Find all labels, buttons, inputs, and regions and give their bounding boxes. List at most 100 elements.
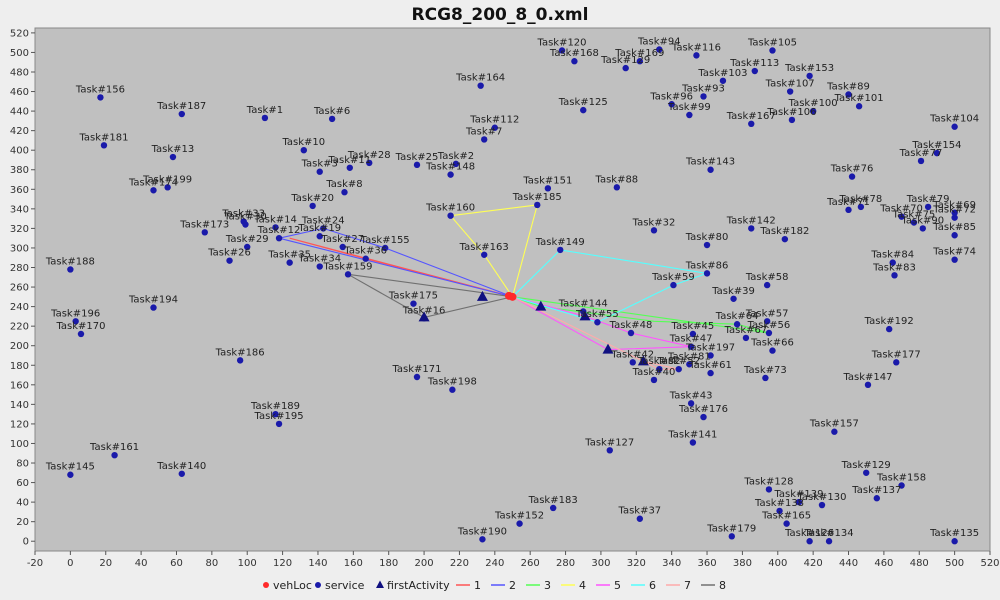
service-point [97,94,104,101]
service-point [261,114,269,122]
service-point [889,259,896,266]
y-tick-label: 0 [23,537,29,548]
service-point [300,146,308,154]
service-point [687,400,695,407]
service-label: Task#142 [726,215,776,226]
x-tick-label: 200 [415,558,434,569]
service-label: Task#152 [494,511,544,522]
service-point [150,187,157,194]
service-label: Task#120 [536,37,586,48]
service-point [636,58,644,65]
service-label: Task#28 [347,150,391,161]
legend-label: 6 [649,579,656,592]
service-label: Task#39 [711,286,755,297]
x-tick-label: 40 [135,558,148,569]
service-point [857,203,865,211]
service-label: Task#161 [89,442,139,453]
service-label: Task#64 [715,311,759,322]
service-label: Task#59 [651,272,695,283]
service-point [606,447,613,454]
service-label: Task#167 [726,111,776,122]
service-point [730,295,737,302]
service-label: Task#45 [671,321,715,332]
service-label: Task#156 [75,84,125,95]
x-tick-label: 80 [205,558,218,569]
y-tick-label: 20 [16,517,29,528]
service-point [873,495,881,502]
service-point [272,224,279,231]
service-label: Task#101 [834,93,884,104]
y-tick-label: 520 [10,28,29,39]
service-label: Task#169 [614,48,664,59]
service-label: Task#90 [900,215,944,226]
service-point [689,330,697,338]
legend-label: 7 [684,579,691,592]
service-label: Task#61 [688,360,732,371]
service-label: Task#30 [223,211,267,222]
service-point [864,381,872,389]
service-point [689,439,697,446]
y-tick-label: 60 [16,478,29,489]
service-label: Task#52 [656,356,700,367]
service-label: Task#160 [425,203,475,214]
service-label: Task#140 [156,461,206,472]
service-point [272,410,279,418]
service-point [686,111,693,119]
service-label: Task#195 [254,411,304,422]
service-label: Task#96 [649,91,693,102]
service-label: Task#56 [747,320,791,331]
service-point [275,234,283,242]
x-tick-label: 480 [910,558,929,569]
service-point [328,115,336,123]
service-label: Task#174 [128,177,178,188]
service-label: Task#165 [761,511,811,522]
y-tick-label: 200 [10,341,29,352]
service-label: Task#74 [932,247,976,258]
service-point [809,107,817,115]
service-point [636,515,644,522]
service-label: Task#71 [826,197,870,208]
service-label: Task#7 [465,126,502,137]
service-point [806,72,813,80]
service-point [178,470,185,477]
service-label: Task#80 [685,232,729,243]
service-point [613,184,621,191]
x-tick-label: 60 [170,558,183,569]
service-point [769,47,776,54]
service-label: Task#57 [745,308,789,319]
service-point [381,244,389,252]
service-label: Task#171 [391,364,441,375]
service-label: Task#70 [879,204,923,215]
service-point [100,142,108,149]
service-point [707,166,714,173]
service-label: Task#26 [207,248,251,259]
service-point [516,520,523,527]
service-point [111,451,118,459]
service-point [344,271,352,278]
service-label: Task#125 [558,97,608,108]
service-label: Task#76 [830,164,874,175]
service-label: Task#163 [459,242,509,253]
service-label: Task#100 [788,98,838,109]
service-point [286,259,293,266]
service-point [924,203,932,211]
service-point [481,251,488,258]
service-point [316,233,323,240]
service-label: Task#104 [929,114,979,125]
service-label: Task#190 [457,526,507,537]
service-point [627,329,635,337]
y-tick-label: 340 [10,204,29,215]
service-label: Task#99 [667,102,711,113]
service-point [951,232,958,239]
service-label: Task#34 [297,254,341,265]
service-point [786,88,794,95]
service-point [201,229,208,236]
service-label: Task#197 [685,342,735,353]
service-point [707,369,714,377]
service-label: Task#189 [250,401,300,412]
service-point [236,357,244,364]
service-point [765,486,773,493]
x-tick-label: 400 [768,558,787,569]
y-tick-label: 460 [10,87,29,98]
